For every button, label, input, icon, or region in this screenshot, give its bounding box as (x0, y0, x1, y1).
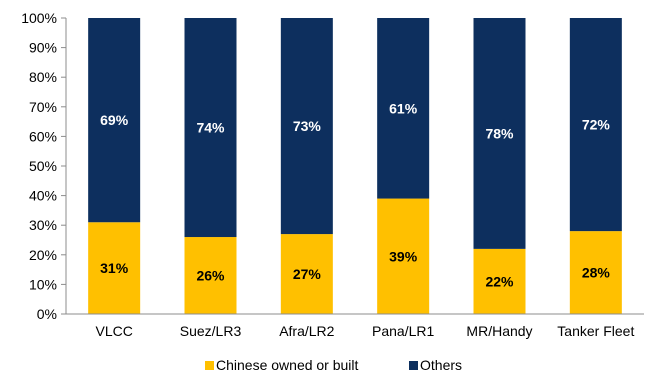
y-tick-label: 40% (29, 188, 57, 204)
x-category-label: Suez/LR3 (180, 323, 242, 339)
x-axis: VLCC Suez/LR3 Afra/LR2 Pana/LR1 MR/Handy Tank… (66, 313, 644, 339)
bar-segment-chinese (377, 198, 430, 314)
data-label: 31% (100, 260, 129, 276)
legend-label: Others (420, 357, 462, 373)
y-tick-label: 100% (21, 10, 57, 26)
y-tick-label: 30% (29, 217, 57, 233)
bar-segment-chinese (184, 237, 237, 314)
y-tick-label: 70% (29, 99, 57, 115)
y-tick-label: 0% (37, 306, 57, 322)
x-category-label: VLCC (95, 323, 132, 339)
y-axis: 0% 10% 20% 30% 40% 50% 60% 70% 80% 90% 100% (21, 10, 67, 322)
data-label: 72% (582, 117, 611, 133)
y-tick-label: 80% (29, 69, 57, 85)
bars: 31% 69% 26% 74% 27% 73% 39% 61% 22% 78% 28% 72% (88, 18, 622, 314)
data-label: 74% (196, 120, 225, 136)
y-tick-label: 20% (29, 247, 57, 263)
bar-segment-others (377, 18, 430, 199)
legend-label: Chinese owned or built (216, 357, 359, 373)
data-label: 78% (485, 125, 514, 141)
x-category-label: Afra/LR2 (279, 323, 334, 339)
x-category-label: MR/Handy (466, 323, 532, 339)
data-label: 27% (293, 266, 322, 282)
legend: Chinese owned or built Others (205, 357, 462, 373)
bar-segment-chinese (473, 248, 526, 314)
x-category-label: Tanker Fleet (557, 323, 634, 339)
bar-segment-chinese (569, 231, 622, 314)
data-label: 26% (196, 268, 225, 284)
bar-segment-chinese (88, 222, 141, 314)
y-tick-label: 60% (29, 128, 57, 144)
y-tick-label: 90% (29, 40, 57, 56)
bar-segment-others (280, 18, 333, 235)
y-tick-label: 50% (29, 158, 57, 174)
bar-segment-others (184, 18, 237, 238)
bar-segment-others (88, 18, 141, 223)
data-label: 69% (100, 112, 129, 128)
legend-swatch-chinese (205, 361, 214, 370)
data-label: 39% (389, 248, 418, 264)
data-label: 22% (485, 273, 514, 289)
data-label: 28% (582, 265, 611, 281)
bar-segment-others (569, 18, 622, 232)
bar-segment-others (473, 18, 526, 249)
data-label: 73% (293, 118, 322, 134)
data-label: 61% (389, 100, 418, 116)
y-tick-label: 10% (29, 276, 57, 292)
bar-segment-chinese (280, 234, 333, 314)
x-category-label: Pana/LR1 (372, 323, 434, 339)
legend-swatch-others (409, 361, 418, 370)
